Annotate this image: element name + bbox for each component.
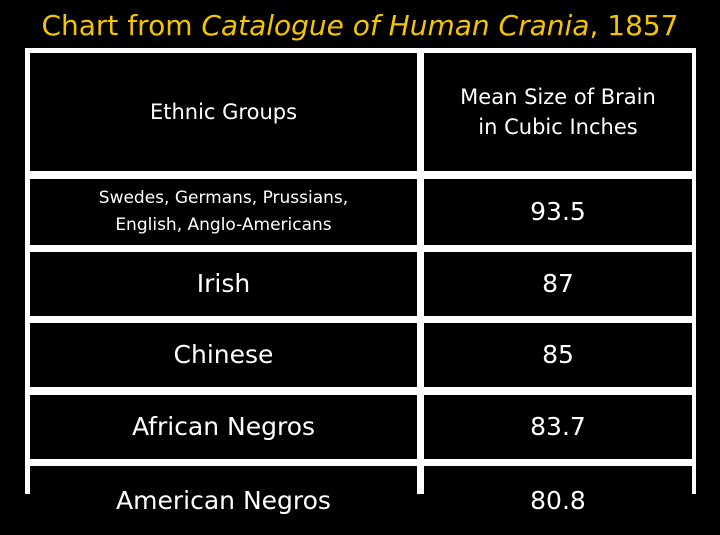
row-group-label: African Negros [30, 395, 417, 459]
title-suffix: , 1857 [589, 9, 679, 42]
title-prefix: Chart from [41, 9, 202, 42]
header-mean-brain-size: Mean Size of Brain in Cubic Inches [424, 53, 692, 171]
row-value: 85 [424, 323, 692, 387]
row-value: 93.5 [424, 179, 692, 245]
row-value: 83.7 [424, 395, 692, 459]
data-table: Ethnic Groups Mean Size of Brain in Cubi… [25, 48, 696, 535]
row-group-label: Irish [30, 252, 417, 316]
row-group-label: Chinese [30, 323, 417, 387]
row-value: 87 [424, 252, 692, 316]
row-value: 80.8 [424, 466, 692, 535]
chart-title: Chart from Catalogue of Human Crania, 18… [0, 6, 720, 46]
header-ethnic-groups: Ethnic Groups [30, 53, 417, 171]
row-group-label: Swedes, Germans, Prussians, English, Ang… [30, 179, 417, 245]
title-book-name: Catalogue of Human Crania [201, 9, 590, 42]
row-group-label: American Negros [30, 466, 417, 535]
